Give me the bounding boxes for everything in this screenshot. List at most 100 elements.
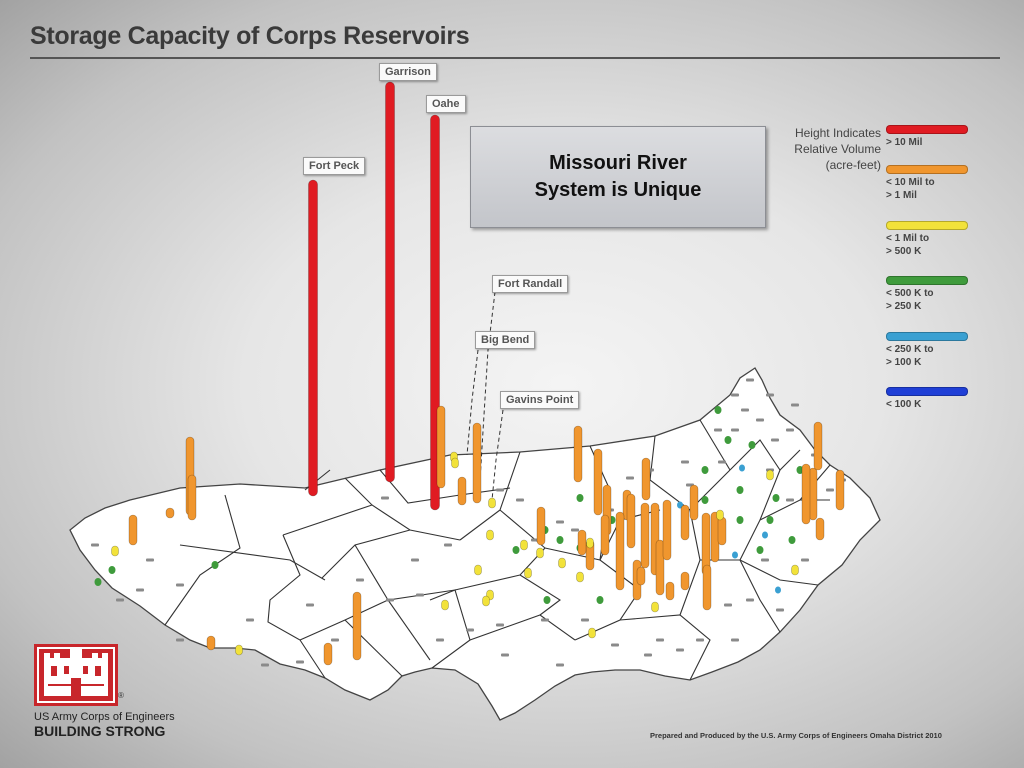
reservoir-marker	[736, 516, 744, 524]
legend-label: > 10 Mil	[886, 137, 923, 148]
small-reservoir	[556, 520, 564, 524]
legend-label: < 250 K to	[886, 344, 934, 355]
reservoir-marker	[748, 441, 756, 449]
small-reservoir	[746, 598, 754, 602]
small-reservoir	[776, 608, 784, 612]
small-reservoir	[656, 638, 664, 642]
reservoir-marker	[788, 536, 796, 544]
label-fort-peck: Fort Peck	[303, 157, 366, 175]
reservoir-marker	[524, 567, 532, 579]
small-reservoir	[356, 578, 364, 582]
reservoir-marker	[766, 516, 774, 524]
reservoir-bar	[662, 499, 672, 561]
small-reservoir	[741, 408, 749, 412]
small-reservoir	[756, 418, 764, 422]
reservoir-marker	[441, 599, 449, 611]
small-reservoir	[386, 598, 394, 602]
label-gavins-point: Gavins Point	[500, 391, 580, 409]
small-reservoir	[826, 488, 834, 492]
legend-label: < 500 K to	[886, 288, 934, 299]
legend-label: > 250 K	[886, 301, 922, 312]
callout-text: Missouri River System is Unique	[535, 150, 702, 204]
reservoir-marker	[451, 457, 459, 469]
small-reservoir	[644, 653, 652, 657]
small-reservoir	[444, 543, 452, 547]
reservoir-bar	[665, 581, 675, 601]
small-reservoir	[676, 648, 684, 652]
reservoir-marker	[701, 496, 709, 504]
small-reservoir	[718, 460, 726, 464]
small-reservoir	[801, 558, 809, 562]
reservoir-bar	[640, 502, 650, 569]
reservoir-marker	[716, 509, 724, 521]
reservoir-marker	[796, 466, 804, 474]
small-reservoir	[746, 378, 754, 382]
legend-item-1mil-10mil: < 10 Mil to > 1 Mil	[886, 165, 996, 202]
leader-big-bend	[466, 349, 479, 456]
reservoir-marker	[111, 545, 119, 557]
small-reservoir	[791, 403, 799, 407]
legend-swatch	[886, 165, 968, 174]
reservoir-marker	[724, 436, 732, 444]
slide-title: Storage Capacity of Corps Reservoirs	[30, 22, 470, 50]
small-reservoir	[501, 653, 509, 657]
leader-gavins-point	[491, 409, 504, 501]
small-reservoir	[496, 488, 504, 492]
reservoir-marker	[536, 547, 544, 559]
reservoir-marker	[739, 464, 745, 472]
reservoir-bar	[815, 517, 825, 541]
small-reservoir	[731, 638, 739, 642]
small-reservoir	[176, 638, 184, 642]
small-reservoir	[761, 558, 769, 562]
legend-label: < 1 Mil to	[886, 233, 930, 244]
reservoir-marker	[756, 546, 764, 554]
small-reservoir	[581, 618, 589, 622]
reservoir-marker	[586, 537, 594, 549]
reservoir-bar	[813, 421, 823, 471]
legend-label: > 100 K	[886, 357, 922, 368]
small-reservoir	[496, 623, 504, 627]
small-reservoir	[261, 663, 269, 667]
legend-item-250k-500k: < 500 K to > 250 K	[886, 276, 996, 313]
legend-title: Height Indicates Relative Volume (acre-f…	[745, 125, 881, 173]
legend-item-over-10mil: > 10 Mil	[886, 125, 996, 149]
reservoir-bar	[655, 539, 665, 596]
small-reservoir	[466, 628, 474, 632]
reservoir-marker	[651, 601, 659, 613]
reservoir-marker	[488, 497, 496, 509]
reservoir-bar	[577, 529, 587, 556]
legend-swatch	[886, 276, 968, 285]
missouri-callout-box: Missouri River System is Unique	[470, 126, 766, 228]
reservoir-bar	[323, 642, 333, 666]
small-reservoir	[724, 603, 732, 607]
legend-label: > 500 K	[886, 246, 922, 257]
reservoir-bar	[187, 474, 197, 521]
reservoir-marker	[543, 596, 551, 604]
reservoir-marker	[714, 406, 722, 414]
reservoir-marker	[558, 557, 566, 569]
callout-line: System is Unique	[534, 179, 702, 201]
usace-castle-logo	[34, 644, 118, 706]
reservoir-bar	[600, 514, 610, 556]
reservoir-bar	[680, 504, 690, 541]
bar-fort-peck	[308, 179, 318, 497]
small-reservoir	[786, 428, 794, 432]
reservoir-bar	[573, 425, 583, 483]
reservoir-marker	[766, 469, 774, 481]
reservoir-bar	[615, 511, 625, 591]
legend-item-under-100k: < 100 K	[886, 387, 996, 411]
reservoir-bars	[111, 81, 845, 666]
small-reservoir	[516, 498, 524, 502]
reservoir-bar	[352, 591, 362, 661]
leader-fort-randall	[479, 291, 496, 481]
reservoir-marker	[596, 596, 604, 604]
reservoir-bar	[641, 457, 651, 501]
reservoir-marker	[791, 564, 799, 576]
small-reservoir	[136, 588, 144, 592]
small-reservoir	[306, 603, 314, 607]
small-reservoir	[176, 583, 184, 587]
reservoir-marker	[235, 644, 243, 656]
reservoir-marker	[701, 466, 709, 474]
small-reservoir	[626, 476, 634, 480]
